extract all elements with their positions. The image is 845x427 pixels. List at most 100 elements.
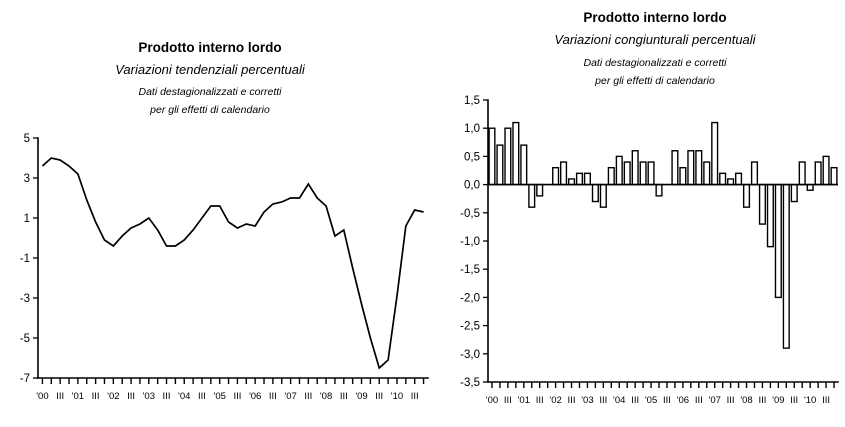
left-x-tick-label: III [233,391,241,402]
bar [766,183,774,248]
right-y-tick-label: -2,5 [460,321,480,333]
bar [735,172,743,186]
bar [774,183,782,299]
bar [575,172,584,186]
left-plot-area: 5 3 1 -1 -3 -5 -7 '00 III '01 III '02 III '03 III '04 II… [20,133,429,402]
bar [488,127,496,186]
bar [647,161,655,186]
bar [599,183,607,208]
right-plot-area: 1,5 1,0 0,5 0,0 -0,5 -1,0 -1,5 -2,0 -2,5 -3,0 -3,5… [460,95,839,406]
bar [607,166,615,186]
left-x-tick-label: III [92,391,100,402]
bar [567,178,576,186]
right-x-tick-label: III [727,395,735,406]
right-x-tick-label: III [631,395,639,406]
right-x-tick-label: '00 [486,395,498,406]
bar [528,183,536,208]
bar [559,161,568,186]
left-x-tick-label: '08 [320,391,332,402]
left-series-line [41,157,424,370]
bar [583,172,592,186]
bar [814,161,822,186]
bar [703,161,711,186]
bar-chart-congiunturali: Prodotto interno lordo Variazioni congiu… [460,10,839,406]
left-y-tick-label: -7 [20,373,30,385]
left-x-tick-label: III [304,391,312,402]
right-chart-subtitle: Variazioni congiunturali percentuali [554,32,756,47]
right-y-tick-label: -3,0 [460,349,480,361]
left-x-tick-label: III [411,391,419,402]
left-x-tick-label: '02 [107,391,119,402]
bar [782,183,790,349]
bar [687,150,695,186]
right-x-tick-label: '05 [645,395,657,406]
left-x-tick-label: III [198,391,206,402]
right-x-tick-label: '08 [740,395,752,406]
bar [623,161,631,186]
left-y-tick-label: -1 [20,253,30,265]
left-x-tick-label: '04 [178,391,190,402]
bar [695,150,703,186]
left-y-tick-label: 3 [24,173,30,185]
right-x-tick-label: '04 [613,395,625,406]
left-x-tick-label: '03 [143,391,155,402]
bar [536,183,544,197]
left-chart-subtitle: Variazioni tendenziali percentuali [115,62,306,77]
bar [790,183,798,203]
bar [719,172,727,186]
right-chart-note-1: Dati destagionalizzati e corretti [584,57,728,69]
right-x-tick-label: III [663,395,671,406]
right-y-tick-label: 1,5 [464,95,480,107]
left-y-tick-label: -3 [20,293,30,305]
right-x-tick-label: III [695,395,703,406]
left-x-tick-label: III [163,391,171,402]
right-x-tick-label: III [568,395,576,406]
bar [552,166,560,186]
right-x-tick-label: III [758,395,766,406]
right-y-tick-label: -1,0 [460,236,480,248]
right-x-tick-label: '03 [581,395,593,406]
bar [591,183,599,203]
right-x-tick-label: III [790,395,798,406]
left-y-tick-label: 5 [24,133,30,145]
left-x-tick-label: '09 [355,391,367,402]
left-x-tick-label: III [340,391,348,402]
left-x-tick-label: III [127,391,135,402]
bar [520,144,528,186]
right-x-tick-label: '01 [518,395,530,406]
left-y-tick-label: -5 [20,333,30,345]
right-x-tick-label: '02 [549,395,561,406]
right-y-tick-label: 0,0 [464,180,480,192]
right-chart-note-2: per gli effetti di calendario [594,75,715,87]
left-x-tick-label: '01 [72,391,84,402]
bar [512,121,520,186]
left-x-tick-label: III [269,391,277,402]
bar [758,183,767,225]
bar [615,155,623,186]
bar [750,161,759,186]
bar [742,183,751,208]
left-x-tick-label: '05 [214,391,226,402]
right-y-tick-label: -2,0 [460,292,480,304]
left-x-tick-label: '10 [391,391,403,402]
bar [671,150,679,186]
right-chart-title: Prodotto interno lordo [583,10,726,25]
bar [822,155,830,186]
bar [679,166,687,186]
bar [655,183,663,197]
left-x-tick-label: '06 [249,391,261,402]
right-x-tick-label: '09 [772,395,784,406]
left-x-tick-label: '00 [36,391,48,402]
bar [830,166,838,186]
right-y-tick-label: -1,5 [460,264,480,276]
right-x-tick-label: III [504,395,512,406]
right-x-tick-label: III [536,395,544,406]
bar [806,183,814,191]
left-chart-note-2: per gli effetti di calendario [149,104,270,116]
left-x-tick-label: '07 [284,391,296,402]
left-chart-title: Prodotto interno lordo [138,40,281,55]
bar [711,121,719,186]
left-y-tick-label: 1 [24,213,30,225]
line-chart-tendenziali: Prodotto interno lordo Variazioni tenden… [20,40,429,402]
